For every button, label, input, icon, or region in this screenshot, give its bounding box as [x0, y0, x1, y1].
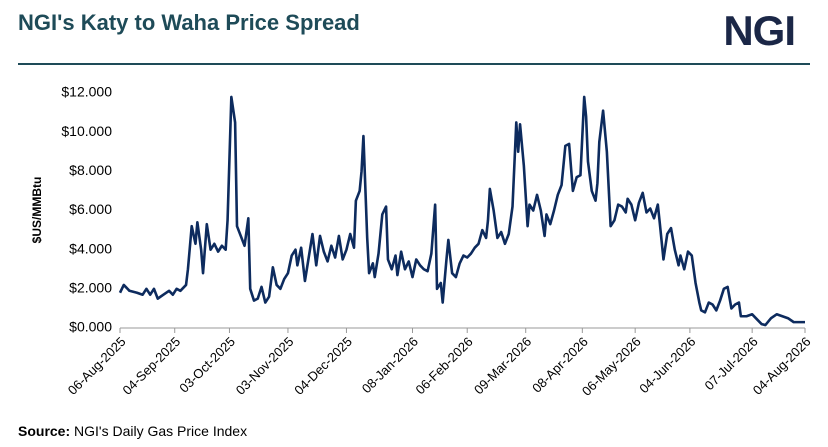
y-axis-label: $US/MMBtu — [30, 177, 44, 244]
x-tick-label: 03-Oct-2025 — [176, 334, 238, 396]
y-tick-label: $10.000 — [61, 123, 112, 139]
source-label: Source: — [18, 423, 70, 439]
y-tick-label: $6.000 — [69, 201, 112, 217]
y-tick-label: $2.000 — [69, 280, 112, 296]
price-line — [118, 95, 805, 327]
x-tick-label: 09-Mar-2026 — [471, 334, 534, 397]
y-tick-label: $0.000 — [69, 319, 112, 335]
y-tick-label: $8.000 — [69, 162, 112, 178]
y-tick-label: $12.000 — [61, 84, 112, 100]
x-tick-label: 06-Feb-2026 — [413, 334, 476, 397]
x-tick-label: 06-Aug-2025 — [65, 334, 129, 398]
x-tick-label: 04-Dec-2025 — [291, 334, 355, 398]
y-tick-label: $4.000 — [69, 240, 112, 256]
x-tick-label: 03-Nov-2025 — [233, 334, 297, 398]
x-tick-label: 04-Jun-2026 — [636, 334, 698, 396]
logo: NGI — [723, 7, 795, 54]
x-tick-label: 04-Sep-2025 — [120, 334, 184, 398]
source-note: Source: NGI's Daily Gas Price Index — [18, 423, 247, 439]
source-text: NGI's Daily Gas Price Index — [74, 423, 247, 439]
chart-title: NGI's Katy to Waha Price Spread — [18, 10, 360, 35]
